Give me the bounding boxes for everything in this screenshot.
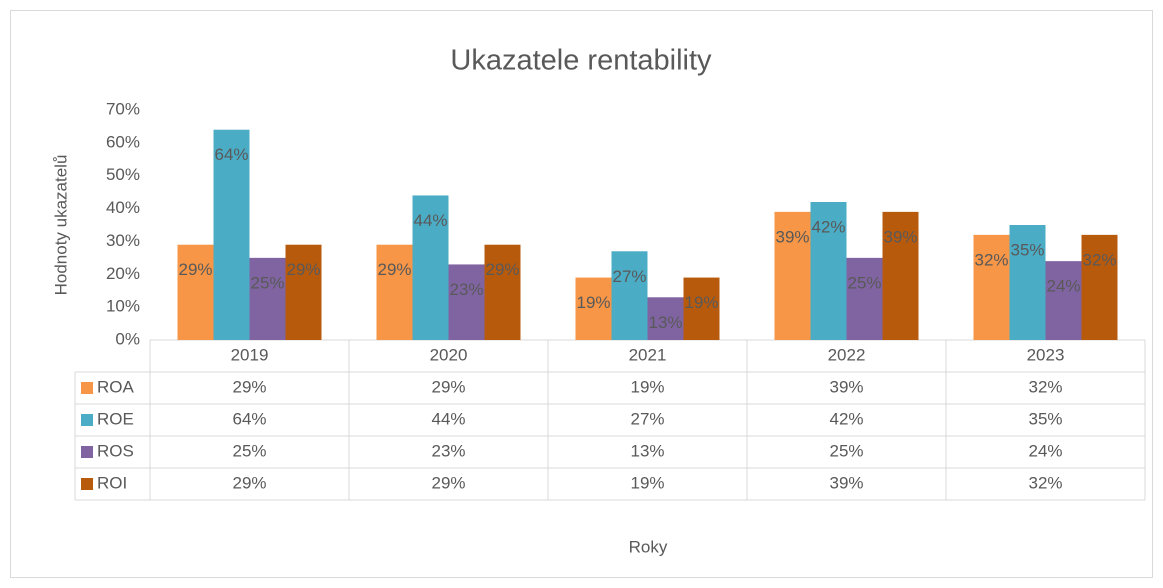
data-label: 29% xyxy=(286,260,320,279)
data-label: 19% xyxy=(684,293,718,312)
data-label: 42% xyxy=(811,217,845,236)
table-cell: 29% xyxy=(431,473,465,492)
table-cell: 39% xyxy=(829,473,863,492)
legend-swatch xyxy=(81,414,93,426)
bar xyxy=(484,244,521,340)
bar xyxy=(1009,225,1046,340)
data-label: 39% xyxy=(775,227,809,246)
data-label: 32% xyxy=(1082,250,1116,269)
legend-label: ROE xyxy=(97,409,134,428)
table-cell: 32% xyxy=(1028,377,1062,396)
table-cell: 13% xyxy=(630,441,664,460)
chart-title: Ukazatele rentability xyxy=(450,45,712,77)
data-label: 64% xyxy=(214,145,248,164)
x-tick-label: 2019 xyxy=(231,345,269,364)
table-cell: 19% xyxy=(630,473,664,492)
y-tick-label: 60% xyxy=(106,132,140,151)
x-axis-title: Roky xyxy=(629,537,668,556)
y-tick-label: 20% xyxy=(106,264,140,283)
data-label: 32% xyxy=(974,250,1008,269)
y-tick-label: 40% xyxy=(106,198,140,217)
bar xyxy=(846,257,883,340)
data-label: 29% xyxy=(377,260,411,279)
bar xyxy=(882,211,919,340)
table-cell: 25% xyxy=(829,441,863,460)
data-label: 44% xyxy=(413,211,447,230)
data-label: 19% xyxy=(576,293,610,312)
data-label: 25% xyxy=(847,273,881,292)
data-label: 35% xyxy=(1010,240,1044,259)
bar xyxy=(249,257,286,340)
legend-label: ROA xyxy=(97,377,135,396)
legend-label: ROI xyxy=(97,473,127,492)
table-cell: 29% xyxy=(232,377,266,396)
bar xyxy=(810,202,847,340)
table-cell: 19% xyxy=(630,377,664,396)
y-tick-label: 30% xyxy=(106,231,140,250)
legend-swatch xyxy=(81,382,93,394)
table-cell: 64% xyxy=(232,409,266,428)
bar xyxy=(1045,261,1082,340)
table-cell: 32% xyxy=(1028,473,1062,492)
bar xyxy=(774,211,811,340)
table-cell: 35% xyxy=(1028,409,1062,428)
y-tick-label: 0% xyxy=(115,329,140,348)
table-cell: 42% xyxy=(829,409,863,428)
bar xyxy=(285,244,322,340)
table-cell: 23% xyxy=(431,441,465,460)
table-cell: 29% xyxy=(232,473,266,492)
y-tick-label: 70% xyxy=(106,99,140,118)
bar xyxy=(973,234,1010,340)
legend-label: ROS xyxy=(97,441,134,460)
data-label: 29% xyxy=(178,260,212,279)
bar xyxy=(213,129,250,340)
y-axis-title: Hodnoty ukazatelů xyxy=(51,155,70,296)
x-tick-label: 2021 xyxy=(629,345,667,364)
bar xyxy=(1081,234,1118,340)
y-tick-label: 10% xyxy=(106,297,140,316)
bar xyxy=(177,244,214,340)
y-tick-label: 50% xyxy=(106,165,140,184)
data-label: 39% xyxy=(883,227,917,246)
bar xyxy=(412,195,449,340)
x-tick-label: 2020 xyxy=(430,345,468,364)
x-tick-label: 2023 xyxy=(1027,345,1065,364)
data-label: 23% xyxy=(449,280,483,299)
table-cell: 39% xyxy=(829,377,863,396)
table-cell: 29% xyxy=(431,377,465,396)
x-tick-label: 2022 xyxy=(828,345,866,364)
table-cell: 24% xyxy=(1028,441,1062,460)
bar xyxy=(611,251,648,340)
table-cell: 25% xyxy=(232,441,266,460)
data-label: 13% xyxy=(648,313,682,332)
legend-swatch xyxy=(81,478,93,490)
bar xyxy=(647,297,684,340)
data-label: 27% xyxy=(612,267,646,286)
table-cell: 44% xyxy=(431,409,465,428)
bar xyxy=(575,277,612,340)
bar xyxy=(448,264,485,340)
data-label: 24% xyxy=(1046,277,1080,296)
data-label: 25% xyxy=(250,273,284,292)
data-label: 29% xyxy=(485,260,519,279)
table-cell: 27% xyxy=(630,409,664,428)
bar xyxy=(376,244,413,340)
bar xyxy=(683,277,720,340)
legend-swatch xyxy=(81,446,93,458)
